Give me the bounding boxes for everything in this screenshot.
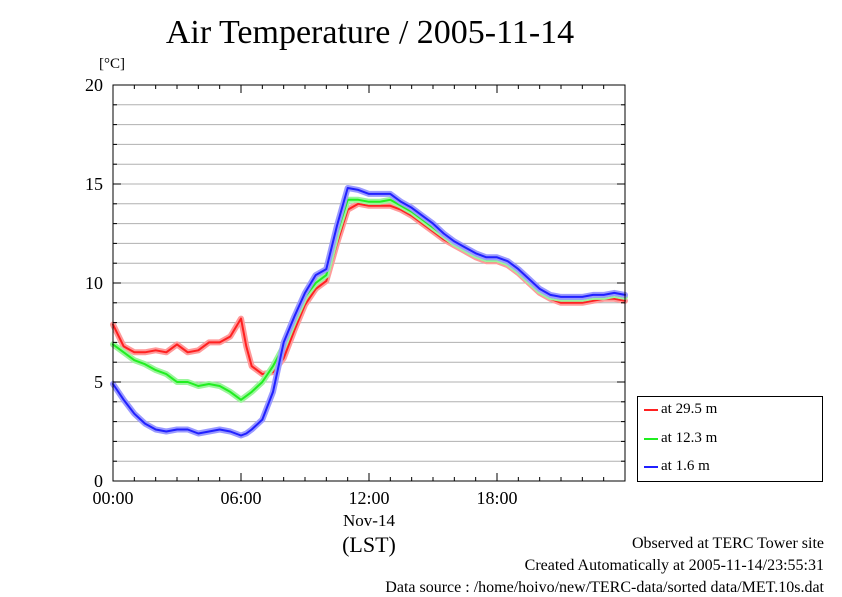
legend-swatch-29-5	[644, 408, 658, 411]
x-axis-label: (LST)	[342, 532, 396, 557]
x-tick-label: 06:00	[220, 488, 261, 508]
legend-label-29-5: at 29.5 m	[661, 401, 718, 417]
series-halo-2	[110, 185, 628, 439]
x-date-label: Nov-14	[343, 511, 395, 530]
legend-label-12-3: at 12.3 m	[661, 430, 718, 446]
grid-layer	[113, 104, 625, 462]
series-line-2	[112, 187, 626, 437]
chart-title: Air Temperature / 2005-11-14	[165, 14, 575, 51]
y-tick-label: 20	[85, 75, 103, 95]
legend-item-1-6: at 1.6 m	[644, 458, 710, 475]
series-halo-0	[110, 200, 628, 378]
legend-item-29-5: at 29.5 m	[644, 401, 717, 418]
series-line-0	[112, 202, 626, 376]
y-tick-label: 10	[85, 273, 103, 293]
legend-label-1-6: at 1.6 m	[661, 458, 710, 474]
series-layer	[110, 185, 628, 439]
plot-frame	[112, 84, 626, 482]
footer-source: Data source : /home/hoivo/new/TERC-data/…	[385, 579, 824, 596]
axis-layer: 0 5 10 15 20 00:00 06:00 12:00 18:00 Nov-14 (LST)	[85, 75, 626, 557]
footer-site: Observed at TERC Tower site	[631, 535, 824, 552]
y-unit-label: [°C]	[99, 56, 125, 72]
footer-created: Created Automatically at 2005-11-14/23:5…	[524, 557, 824, 574]
x-tick-label: 00:00	[92, 488, 133, 508]
legend: at 29.5 m at 12.3 m at 1.6 m	[637, 396, 823, 482]
y-tick-label: 0	[94, 471, 103, 491]
legend-item-12-3: at 12.3 m	[644, 430, 717, 447]
y-tick-label: 5	[94, 372, 103, 392]
x-tick-label: 18:00	[476, 488, 517, 508]
legend-swatch-1-6	[644, 465, 658, 468]
legend-swatch-12-3	[644, 437, 658, 440]
y-tick-label: 15	[85, 174, 103, 194]
x-tick-label: 12:00	[348, 488, 389, 508]
